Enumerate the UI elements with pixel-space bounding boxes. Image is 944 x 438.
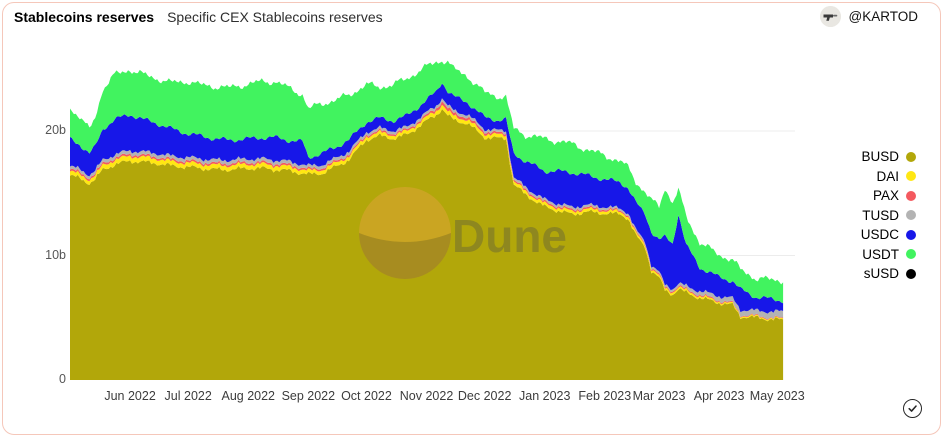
x-tick-label: Apr 2023 [693,389,745,403]
chart-subtitle: Specific CEX Stablecoins reserves [167,9,383,25]
chart-legend: BUSD DAI PAX TUSD USDC USDT sUSD [861,147,916,284]
y-tick-label: 10b [45,247,66,262]
legend-label: TUSD [862,207,899,223]
author-handle[interactable]: @KARTOD [848,9,918,24]
area-series-usdc[interactable] [70,83,784,314]
area-series-dai[interactable] [70,104,784,322]
legend-label: PAX [872,188,899,204]
legend-dot-icon [906,151,916,162]
legend-item-susd[interactable]: sUSD [864,264,916,284]
area-series-usdt[interactable] [70,60,784,304]
x-tick-label: Nov 2022 [399,389,454,403]
legend-dot-icon [906,171,916,182]
page-title: Stablecoins reserves [14,9,155,25]
check-circle-icon[interactable] [903,399,922,418]
legend-item-usdc[interactable]: USDC [861,225,916,245]
author-block[interactable]: @KARTOD [819,6,918,27]
legend-item-dai[interactable]: DAI [876,167,916,187]
x-tick-label: Sep 2022 [281,389,336,403]
legend-item-tusd[interactable]: TUSD [862,206,916,226]
dune-watermark: Dune [359,187,567,279]
legend-dot-icon [906,210,916,221]
legend-item-busd[interactable]: BUSD [861,147,916,167]
author-avatar[interactable] [819,6,841,27]
legend-label: USDC [860,227,899,243]
legend-label: USDT [862,246,899,262]
legend-dot-icon [906,268,916,279]
x-tick-label: Dec 2022 [457,389,512,403]
watermark-text: Dune [452,210,567,262]
x-tick-label: Jun 2022 [104,389,156,403]
legend-item-pax[interactable]: PAX [873,186,916,206]
x-tick-label: Jan 2023 [519,389,571,403]
chart-header: Stablecoins reserves Specific CEX Stable… [14,9,383,25]
x-tick-label: Mar 2023 [632,389,686,403]
legend-label: BUSD [861,149,899,165]
y-tick-label: 20b [45,123,66,137]
area-series[interactable] [70,60,784,380]
x-tick-label: Feb 2023 [578,389,632,403]
x-tick-label: Aug 2022 [221,389,276,403]
x-tick-label: Oct 2022 [341,389,392,403]
x-tick-label: May 2023 [749,389,805,403]
y-tick-label: 0 [59,372,66,386]
legend-dot-icon [906,229,916,240]
gun-hand-avatar-icon [819,6,841,27]
x-tick-label: Jul 2022 [164,389,212,403]
legend-item-usdt[interactable]: USDT [862,245,916,265]
legend-dot-icon [906,190,916,201]
area-series-busd[interactable] [70,109,784,380]
legend-label: DAI [876,168,899,184]
legend-dot-icon [906,249,916,260]
legend-label: sUSD [863,266,899,282]
